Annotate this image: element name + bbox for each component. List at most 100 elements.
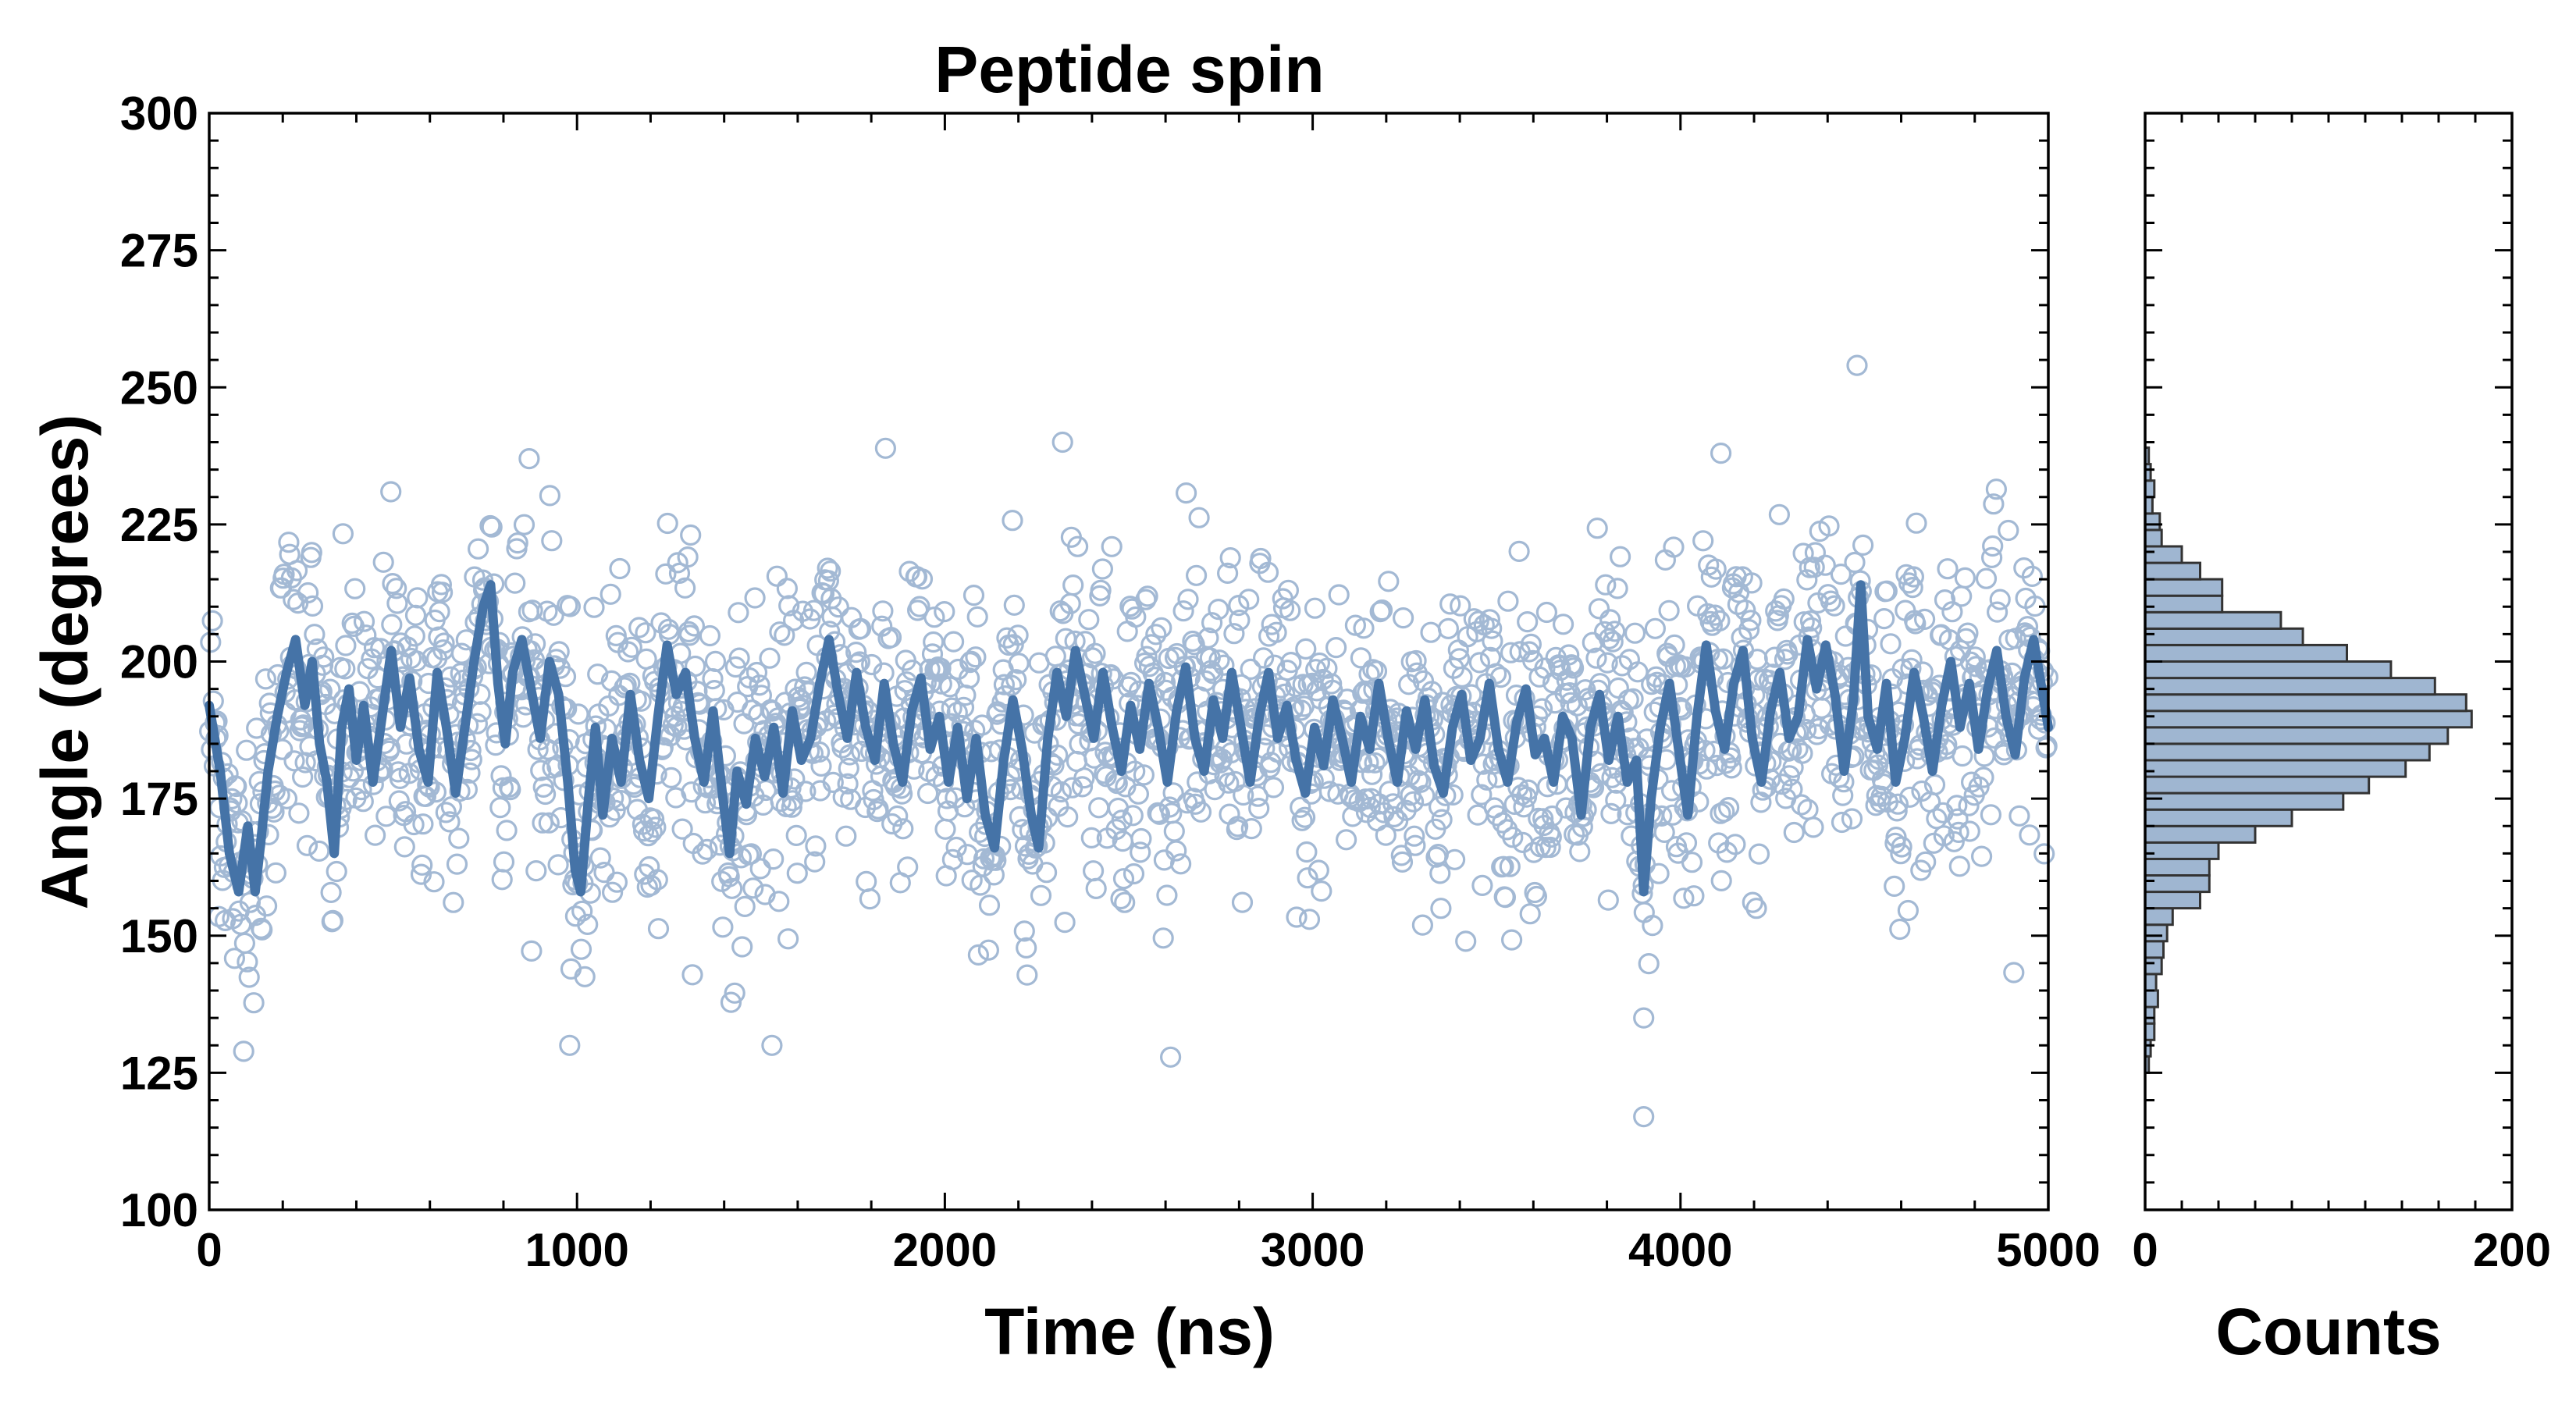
scatter-point [1298,909,1321,930]
scatter-point [1468,610,1489,632]
scatter-point [243,992,265,1014]
scatter-point [290,716,312,738]
scatter-point [1710,442,1732,464]
scatter-point [945,836,967,859]
scatter-point [1318,781,1341,802]
scatter-point [1066,535,1089,557]
scatter-point [430,574,453,596]
scatter-point [559,596,582,617]
scatter-point [1292,674,1314,695]
scatter-point [1724,834,1746,855]
scatter-point [1681,852,1703,873]
x-tick-label: 0 [196,1224,222,1276]
scatter-point [740,843,763,865]
scatter-point [728,647,750,669]
scatter-point [1311,880,1332,902]
scatter-point [802,599,825,621]
scatter-point [1486,805,1508,827]
histogram-bar [2144,578,2224,597]
scatter-point [1291,809,1313,831]
scatter-point [1152,927,1174,949]
scatter-point [1741,572,1763,594]
scatter-point [827,596,849,618]
scatter-point [1884,875,1905,898]
scatter-point [1586,518,1608,539]
scatter-point [1088,797,1110,819]
scatter-point [766,565,788,587]
scatter-point [614,677,635,699]
scatter-point [493,851,515,873]
x-tick-label: 5000 [1996,1224,2100,1276]
scatter-point [774,624,795,646]
y-tick-label: 125 [120,1047,198,1099]
scatter-point [353,610,375,632]
scatter-point [335,635,357,656]
scatter-point [1147,802,1169,824]
scatter-point [293,714,315,736]
scatter-point [1296,841,1318,863]
histogram-x-axis-label: Counts [2215,1295,2441,1368]
scatter-point [1846,354,1868,376]
scatter-point [958,667,980,689]
scatter-point [1964,646,1986,668]
scatter-point [724,982,745,1004]
scatter-point [1796,569,1818,591]
scatter-point [909,596,930,617]
scatter-point [1308,859,1329,881]
scatter-point [1478,609,1501,631]
scatter-point [874,437,897,459]
scatter-point [786,863,808,884]
scatter-point [1823,595,1845,617]
scatter-point [1485,663,1507,685]
scatter-point [1295,638,1317,660]
running-average-line [205,580,2053,897]
scatter-point [667,552,688,574]
scatter-point [344,578,366,599]
scatter-point [574,966,596,987]
histogram-bar [2144,775,2371,795]
scatter-point [286,560,308,582]
scatter-point [1569,841,1591,863]
scatter-point [744,587,766,609]
scatter-point [1110,887,1132,910]
scatter-point [1371,599,1393,621]
scatter-point [761,1034,783,1056]
scatter-point [1213,654,1235,676]
histogram-bar [2144,808,2293,827]
scatter-point [1130,841,1151,863]
scatter-point [1482,630,1503,652]
scatter-point [966,606,988,628]
scatter-point [1431,809,1453,831]
scatter-point [887,805,909,827]
scatter-point [1596,652,1618,674]
scatter-point [781,796,802,818]
scatter-point [1556,669,1578,692]
scatter-point [769,621,791,643]
scatter-point [2016,624,2037,646]
scatter-point [859,887,881,910]
scatter-point [1443,848,1466,870]
scatter-point [1802,816,1824,838]
scatter-point [1252,647,1275,669]
scatter-point [1933,825,1955,847]
scatter-point [1519,903,1541,925]
scatter-point [720,991,742,1013]
scatter-point [1216,562,1239,585]
scatter-point [601,881,624,903]
scatter-point [276,788,298,809]
histogram-bar [2144,891,2201,910]
scatter-point [628,617,650,638]
scatter-point [911,568,934,590]
scatter-point [1035,862,1058,884]
scatter-point [539,485,561,507]
scatter-point [1595,574,1617,596]
scatter-point [481,516,503,538]
scatter-point [1715,752,1737,774]
scatter-point [1905,512,1927,534]
x-tick-label: 1000 [525,1224,628,1276]
scatter-point [804,851,826,873]
scatter-point [1713,648,1735,670]
scatter-point [1605,789,1627,811]
scatter-point [1471,784,1493,806]
